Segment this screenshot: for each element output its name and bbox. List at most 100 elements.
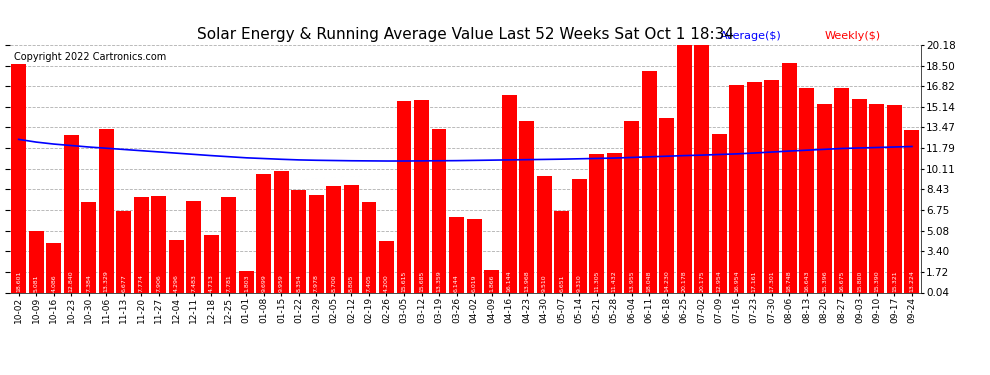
Bar	[11, 64, 26, 293]
Bar	[222, 197, 237, 293]
Bar	[589, 154, 604, 293]
Bar	[852, 99, 867, 293]
Text: 6.677: 6.677	[121, 274, 127, 292]
Text: 4.086: 4.086	[51, 274, 56, 292]
Bar	[379, 242, 394, 293]
Bar	[887, 105, 902, 293]
Bar	[782, 63, 797, 293]
Bar	[397, 101, 412, 293]
Text: 16.643: 16.643	[804, 270, 810, 292]
Text: 13.359: 13.359	[437, 270, 442, 292]
Bar	[537, 176, 551, 293]
Bar	[291, 190, 306, 293]
Bar	[799, 88, 815, 293]
Bar	[449, 217, 464, 293]
Text: 8.354: 8.354	[296, 274, 301, 292]
Title: Solar Energy & Running Average Value Last 52 Weeks Sat Oct 1 18:34: Solar Energy & Running Average Value Las…	[197, 27, 734, 42]
Bar	[625, 122, 640, 293]
Text: 17.301: 17.301	[769, 270, 774, 292]
Text: 1.866: 1.866	[489, 274, 494, 292]
Bar	[764, 80, 779, 293]
Text: 8.805: 8.805	[348, 274, 354, 292]
Text: 6.144: 6.144	[454, 274, 459, 292]
Bar	[554, 211, 569, 293]
Bar	[712, 134, 727, 293]
Bar	[694, 45, 709, 293]
Text: Copyright 2022 Cartronics.com: Copyright 2022 Cartronics.com	[15, 53, 166, 62]
Bar	[817, 104, 832, 293]
Bar	[116, 211, 132, 293]
Bar	[361, 202, 376, 293]
Bar	[835, 88, 849, 293]
Text: 1.803: 1.803	[244, 274, 248, 292]
Bar	[466, 219, 481, 293]
Text: 17.161: 17.161	[751, 270, 756, 292]
Bar	[519, 122, 534, 293]
Text: 15.615: 15.615	[402, 270, 407, 292]
Bar	[484, 270, 499, 293]
Text: 15.321: 15.321	[892, 270, 897, 292]
Bar	[309, 195, 324, 293]
Text: 15.390: 15.390	[874, 270, 879, 292]
Text: 9.510: 9.510	[542, 274, 546, 292]
Bar	[204, 235, 219, 293]
Bar	[151, 196, 166, 293]
Text: 5.081: 5.081	[34, 274, 39, 292]
Bar	[502, 94, 517, 293]
Bar	[63, 135, 78, 293]
Text: 16.675: 16.675	[840, 270, 844, 292]
Text: 18.048: 18.048	[646, 270, 651, 292]
Bar	[414, 100, 429, 293]
Text: 11.432: 11.432	[612, 270, 617, 292]
Text: 4.200: 4.200	[384, 274, 389, 292]
Bar	[607, 153, 622, 293]
Text: 7.781: 7.781	[227, 274, 232, 292]
Text: 9.959: 9.959	[279, 274, 284, 292]
Text: 9.699: 9.699	[261, 274, 266, 292]
Bar	[327, 186, 342, 293]
Text: 14.230: 14.230	[664, 270, 669, 292]
Text: 15.396: 15.396	[822, 270, 827, 292]
Text: 4.713: 4.713	[209, 274, 214, 292]
Text: 11.305: 11.305	[594, 270, 599, 292]
Bar	[677, 45, 692, 293]
Bar	[746, 82, 761, 293]
Bar	[134, 198, 148, 293]
Text: 7.774: 7.774	[139, 274, 144, 292]
Bar	[47, 243, 61, 293]
Bar	[29, 231, 44, 293]
Text: 7.978: 7.978	[314, 274, 319, 292]
Text: 18.601: 18.601	[16, 270, 21, 292]
Text: 13.968: 13.968	[524, 270, 529, 292]
Text: 18.748: 18.748	[787, 270, 792, 292]
Text: 8.700: 8.700	[332, 274, 337, 292]
Text: 9.310: 9.310	[576, 274, 582, 292]
Text: 7.483: 7.483	[191, 274, 196, 292]
Text: 15.685: 15.685	[419, 270, 424, 292]
Bar	[730, 85, 744, 293]
Bar	[99, 129, 114, 293]
Bar	[344, 185, 359, 293]
Bar	[81, 202, 96, 293]
Text: 16.144: 16.144	[507, 270, 512, 292]
Text: Average($): Average($)	[721, 32, 782, 41]
Text: Weekly($): Weekly($)	[825, 32, 881, 41]
Bar	[169, 240, 184, 293]
Text: 12.954: 12.954	[717, 270, 722, 292]
Text: 13.329: 13.329	[104, 270, 109, 292]
Text: 6.019: 6.019	[471, 274, 476, 292]
Text: 6.651: 6.651	[559, 274, 564, 292]
Bar	[869, 104, 884, 293]
Text: 7.405: 7.405	[366, 274, 371, 292]
Bar	[274, 171, 289, 293]
Text: 12.840: 12.840	[68, 270, 73, 292]
Text: 4.296: 4.296	[174, 274, 179, 292]
Bar	[186, 201, 201, 293]
Text: 20.175: 20.175	[699, 270, 704, 292]
Bar	[432, 129, 446, 293]
Bar	[256, 174, 271, 293]
Text: 13.224: 13.224	[910, 270, 915, 292]
Bar	[659, 118, 674, 293]
Bar	[239, 271, 253, 293]
Text: 20.178: 20.178	[682, 270, 687, 292]
